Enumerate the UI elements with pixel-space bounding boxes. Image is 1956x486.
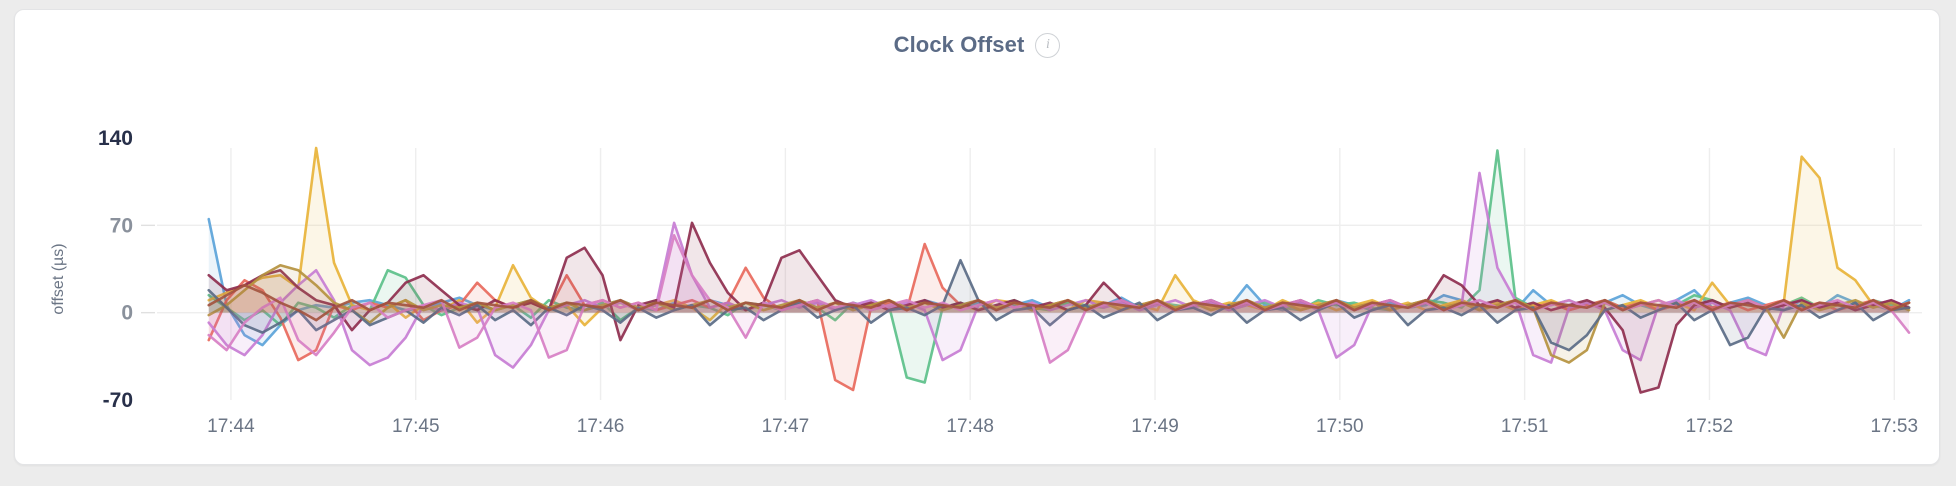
chart-series[interactable] xyxy=(207,258,1911,352)
x-axis-tick-label: 17:45 xyxy=(392,416,440,437)
page-title: Clock Offset xyxy=(893,32,1025,57)
y-axis-tick-label: 70 xyxy=(110,214,133,237)
x-axis-tick-label: 17:44 xyxy=(207,416,255,437)
series-area-fill xyxy=(208,285,1910,321)
clock-offset-card: Clock Offset i -70 0 70 140 offset (µs) 17:44… xyxy=(14,9,1940,465)
x-axis-tick-label: 17:51 xyxy=(1501,416,1549,437)
x-axis-tick-label: 17:48 xyxy=(946,416,994,437)
series-area-fill xyxy=(208,172,1910,368)
x-axis-tick-label: 17:50 xyxy=(1316,416,1364,437)
series-line[interactable] xyxy=(207,283,1911,322)
y-axis-tick-label: 0 xyxy=(121,302,133,325)
card-header: Clock Offset i xyxy=(15,32,1939,58)
x-axis-tick-label: 17:47 xyxy=(762,416,810,437)
x-axis-tick-label: 17:53 xyxy=(1871,416,1919,437)
series-line[interactable] xyxy=(207,221,1911,394)
chart-series[interactable] xyxy=(207,221,1911,394)
info-circle-icon[interactable]: i xyxy=(1035,32,1061,58)
clock-offset-line-chart[interactable]: -70 0 70 140 offset (µs) 17:44 17:45 17:46 17:47… xyxy=(15,10,1941,466)
x-axis-tick-label: 17:49 xyxy=(1131,416,1179,437)
x-axis-tick-label: 17:52 xyxy=(1686,416,1734,437)
chart-plot-area[interactable]: -70 0 70 140 offset (µs) 17:44 17:45 17:46 17:47… xyxy=(15,10,1941,466)
y-axis-tick-label: 140 xyxy=(98,127,133,150)
x-axis-tick-label: 17:46 xyxy=(577,416,625,437)
y-axis-tick-label: -70 xyxy=(103,389,133,412)
series-line[interactable] xyxy=(207,258,1911,352)
y-axis-label: offset (µs) xyxy=(50,243,67,314)
chart-series[interactable] xyxy=(207,283,1911,322)
series-area-fill xyxy=(208,265,1910,363)
series-area-fill xyxy=(208,235,1910,363)
